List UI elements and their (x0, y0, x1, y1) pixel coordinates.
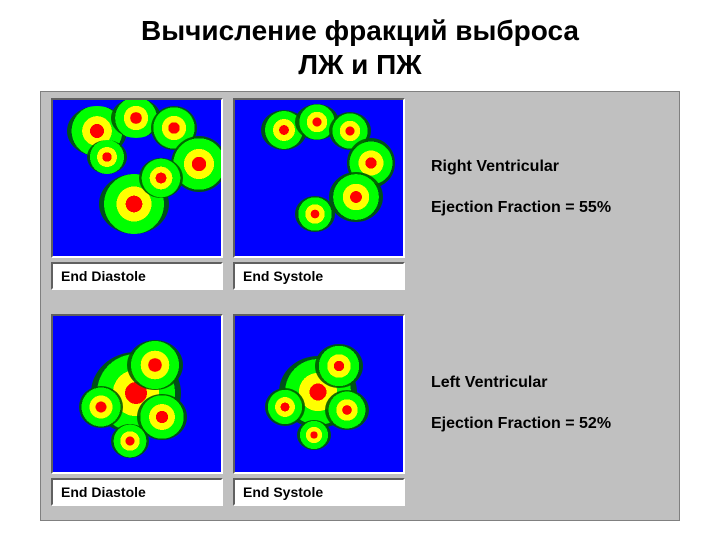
lv-row: End Diastole End Systole Left Ventricula… (41, 314, 679, 506)
lv-end-systole-scan (233, 314, 405, 474)
rv-info: Right Ventricular Ejection Fraction = 55… (405, 98, 679, 219)
lv-diastole-cell: End Diastole (51, 314, 223, 506)
lv-systole-cell: End Systole (233, 314, 405, 506)
lv-label: Left Ventricular (431, 372, 679, 394)
rv-diastole-cell: End Diastole (51, 98, 223, 290)
title-line-1: Вычисление фракций выброса (141, 15, 579, 46)
lv-end-diastole-scan (51, 314, 223, 474)
page-title: Вычисление фракций выброса ЛЖ и ПЖ (0, 0, 720, 91)
lv-diastole-caption: End Diastole (51, 478, 223, 506)
rv-systole-cell: End Systole (233, 98, 405, 290)
rv-systole-caption: End Systole (233, 262, 405, 290)
rv-end-diastole-scan (51, 98, 223, 258)
lv-systole-caption: End Systole (233, 478, 405, 506)
title-line-2: ЛЖ и ПЖ (298, 49, 421, 80)
rv-label: Right Ventricular (431, 156, 679, 178)
lv-info: Left Ventricular Ejection Fraction = 52% (405, 314, 679, 435)
rv-end-systole-scan (233, 98, 405, 258)
results-panel: End Diastole End Systole Right Ventricul… (40, 91, 680, 521)
rv-ef-value: Ejection Fraction = 55% (431, 197, 679, 219)
rv-row: End Diastole End Systole Right Ventricul… (41, 98, 679, 290)
rv-diastole-caption: End Diastole (51, 262, 223, 290)
lv-ef-value: Ejection Fraction = 52% (431, 413, 679, 435)
